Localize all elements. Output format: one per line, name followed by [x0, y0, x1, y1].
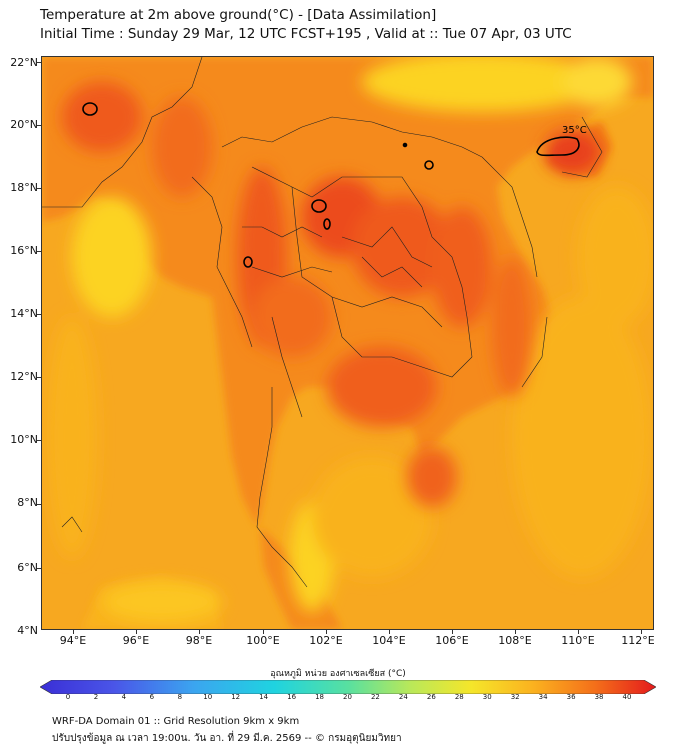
lon-label-102: 102°E [309, 634, 343, 647]
colorbar-tick-label: 34 [538, 693, 548, 701]
lon-tick [136, 630, 137, 634]
lat-label-18: 18°N [10, 181, 38, 194]
colorbar-tick-label: 20 [343, 693, 352, 701]
hot-zones [62, 82, 600, 507]
colorbar-tick-label: 22 [370, 693, 380, 701]
lon-label-104: 104°E [372, 634, 406, 647]
colorbar-tick-label: 24 [398, 693, 408, 701]
lat-tick [37, 568, 41, 569]
lat-label-20: 20°N [10, 118, 38, 131]
footer-update-info: ปรับปรุงข้อมูล ณ เวลา 19:00น. วัน อา. ที… [52, 733, 402, 744]
colorbar-tick-label: 0 [65, 693, 71, 701]
lon-label-108: 108°E [498, 634, 532, 647]
lon-tick [263, 630, 264, 634]
colorbar-tick-label: 14 [259, 693, 269, 701]
lon-label-94: 94°E [59, 634, 87, 647]
lat-tick [37, 504, 41, 505]
colorbar-tick-label: 6 [149, 693, 155, 701]
colorbar-tick-label: 10 [203, 693, 213, 701]
footer-model-info: WRF-DA Domain 01 :: Grid Resolution 9km … [52, 716, 300, 727]
lat-label-10: 10°N [10, 433, 38, 446]
colorbar-tick-label: 30 [482, 693, 492, 701]
lon-tick [199, 630, 200, 634]
lat-tick [37, 440, 41, 441]
colorbar-tick-label: 2 [93, 693, 99, 701]
colorbar-tick-label: 28 [454, 693, 464, 701]
border-lines [42, 57, 603, 588]
chart-title: Temperature at 2m above ground(°C) - [Da… [40, 7, 437, 23]
temperature-map[interactable]: 35°C [41, 56, 654, 630]
colorbar-tick-label: 38 [594, 693, 604, 701]
colorbar-tick-label: 8 [177, 693, 183, 701]
colorbar-tick-label: 18 [315, 693, 325, 701]
lon-tick [641, 630, 642, 634]
lat-label-22: 22°N [10, 56, 38, 69]
lon-tick [326, 630, 327, 634]
lat-tick [37, 188, 41, 189]
lat-label-4: 4°N [17, 624, 38, 637]
lat-tick [37, 125, 41, 126]
colorbar-tick-label: 26 [426, 693, 436, 701]
lon-tick [452, 630, 453, 634]
colorbar-tick-label: 12 [231, 693, 241, 701]
lon-label-96: 96°E [122, 634, 150, 647]
lat-label-14: 14°N [10, 307, 38, 320]
lon-tick [73, 630, 74, 634]
lat-label-6: 6°N [17, 561, 38, 574]
colorbar-title: อุณหภูมิ หน่วย องศาเซลเซียส (°C) [270, 669, 406, 679]
colorbar-tick-label: 16 [287, 693, 297, 701]
contour-lines [82, 102, 580, 268]
lat-tick [37, 377, 41, 378]
colorbar-tick-label: 36 [566, 693, 576, 701]
colorbar-tick-label: 40 [622, 693, 632, 701]
lat-tick [37, 62, 41, 63]
cool-zones [47, 57, 653, 622]
lat-tick [37, 314, 41, 315]
colorbar-tick-label: 32 [510, 693, 520, 701]
lon-tick [389, 630, 390, 634]
lon-label-106: 106°E [435, 634, 469, 647]
lon-label-112: 112°E [621, 634, 655, 647]
lon-label-110: 110°E [561, 634, 595, 647]
lon-tick [515, 630, 516, 634]
colorbar-tick-label: 4 [121, 693, 127, 701]
contour-label: 35°C [562, 125, 587, 136]
map-canvas: 35°C [42, 57, 653, 629]
lon-label-98: 98°E [185, 634, 213, 647]
lat-label-16: 16°N [10, 244, 38, 257]
chart-subtitle: Initial Time : Sunday 29 Mar, 12 UTC FCS… [40, 26, 572, 42]
lat-label-12: 12°N [10, 370, 38, 383]
lon-tick [578, 630, 579, 634]
lon-label-100: 100°E [246, 634, 280, 647]
lat-label-8: 8°N [17, 496, 38, 509]
lat-tick [37, 251, 41, 252]
